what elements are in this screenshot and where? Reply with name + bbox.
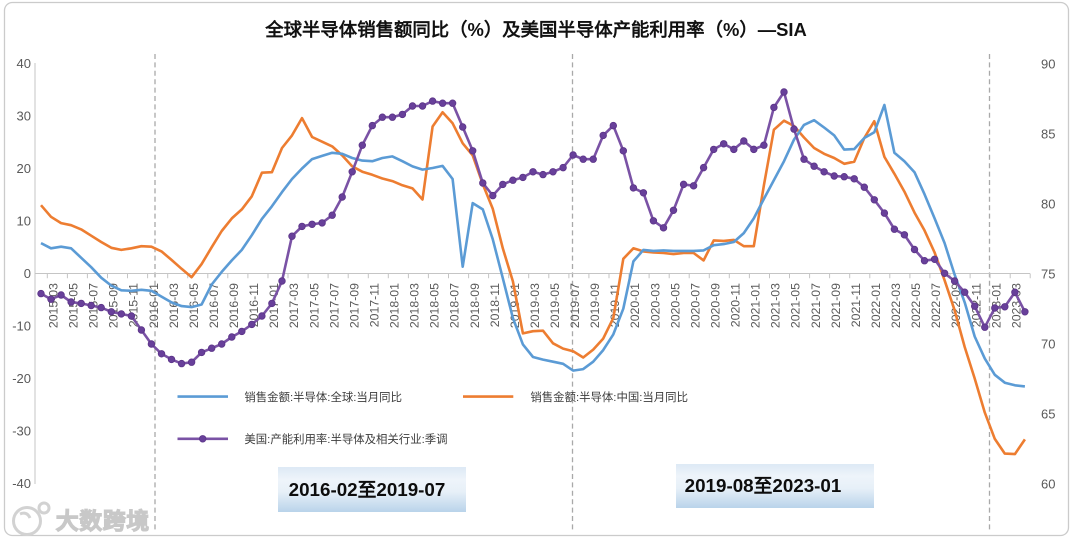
svg-text:30: 30 [17, 109, 31, 124]
svg-text:2015-05: 2015-05 [67, 283, 81, 328]
svg-text:2020-01: 2020-01 [628, 283, 642, 328]
svg-text:90: 90 [1041, 57, 1055, 72]
svg-text:2018-09: 2018-09 [468, 283, 482, 328]
svg-text:70: 70 [1041, 337, 1055, 352]
svg-text:2016-02至2019-07: 2016-02至2019-07 [289, 479, 446, 500]
svg-text:2015-09: 2015-09 [107, 283, 121, 328]
svg-text:2016-03: 2016-03 [167, 283, 181, 328]
svg-text:2022-01: 2022-01 [869, 283, 883, 328]
svg-text:2018-01: 2018-01 [388, 283, 402, 328]
svg-text:2020-11: 2020-11 [729, 283, 743, 327]
svg-text:2017-09: 2017-09 [347, 283, 361, 328]
svg-text:2020-07: 2020-07 [688, 283, 702, 328]
svg-text:-30: -30 [12, 424, 31, 439]
svg-text:2021-05: 2021-05 [789, 283, 803, 328]
svg-text:2021-01: 2021-01 [749, 283, 763, 328]
svg-text:2018-11: 2018-11 [488, 283, 502, 327]
svg-text:2022-05: 2022-05 [909, 283, 923, 328]
svg-text:2020-09: 2020-09 [709, 283, 723, 328]
svg-text:2018-03: 2018-03 [408, 283, 422, 328]
svg-text:-20: -20 [12, 371, 31, 386]
svg-text:2022-09: 2022-09 [949, 283, 963, 328]
svg-text:销售金额:半导体:中国:当月同比: 销售金额:半导体:中国:当月同比 [530, 390, 688, 404]
svg-text:2019-03: 2019-03 [528, 283, 542, 328]
svg-text:40: 40 [17, 56, 31, 71]
svg-text:10: 10 [17, 214, 31, 229]
svg-text:75: 75 [1041, 267, 1055, 282]
svg-text:2016-09: 2016-09 [227, 283, 241, 328]
svg-text:2022-07: 2022-07 [929, 283, 943, 328]
svg-text:2019-07: 2019-07 [568, 283, 582, 328]
svg-text:全球半导体销售额同比（%）及美国半导体产能利用率（%）—SI: 全球半导体销售额同比（%）及美国半导体产能利用率（%）—SIA [264, 19, 807, 40]
svg-text:60: 60 [1041, 477, 1055, 492]
svg-text:2018-05: 2018-05 [428, 283, 442, 328]
svg-text:-40: -40 [12, 476, 31, 491]
svg-text:2021-11: 2021-11 [849, 283, 863, 327]
svg-text:2017-05: 2017-05 [307, 283, 321, 328]
svg-text:2015-03: 2015-03 [47, 283, 61, 328]
svg-text:2019-09: 2019-09 [588, 283, 602, 328]
svg-text:2022-03: 2022-03 [889, 283, 903, 328]
svg-text:-10: -10 [12, 319, 31, 334]
svg-text:85: 85 [1041, 127, 1055, 142]
svg-text:2019-05: 2019-05 [548, 283, 562, 328]
svg-text:2017-03: 2017-03 [287, 283, 301, 328]
svg-text:2020-03: 2020-03 [648, 283, 662, 328]
svg-text:65: 65 [1041, 407, 1055, 422]
svg-text:2020-05: 2020-05 [668, 283, 682, 328]
svg-text:2016-07: 2016-07 [207, 283, 221, 328]
svg-text:2021-03: 2021-03 [769, 283, 783, 328]
svg-text:2018-07: 2018-07 [448, 283, 462, 328]
svg-text:2017-07: 2017-07 [327, 283, 341, 328]
svg-text:大数跨境: 大数跨境 [56, 508, 150, 534]
svg-text:2021-07: 2021-07 [809, 283, 823, 328]
svg-text:销售金额:半导体:全球:当月同比: 销售金额:半导体:全球:当月同比 [244, 390, 402, 404]
svg-text:2016-11: 2016-11 [247, 283, 261, 327]
svg-text:20: 20 [17, 161, 31, 176]
svg-text:2017-11: 2017-11 [368, 283, 382, 327]
svg-text:2019-08至2023-01: 2019-08至2023-01 [685, 475, 842, 496]
svg-text:80: 80 [1041, 197, 1055, 212]
svg-text:美国:产能利用率:半导体及相关行业:季调: 美国:产能利用率:半导体及相关行业:季调 [244, 432, 447, 446]
svg-text:2021-09: 2021-09 [829, 283, 843, 328]
svg-text:0: 0 [24, 266, 31, 281]
